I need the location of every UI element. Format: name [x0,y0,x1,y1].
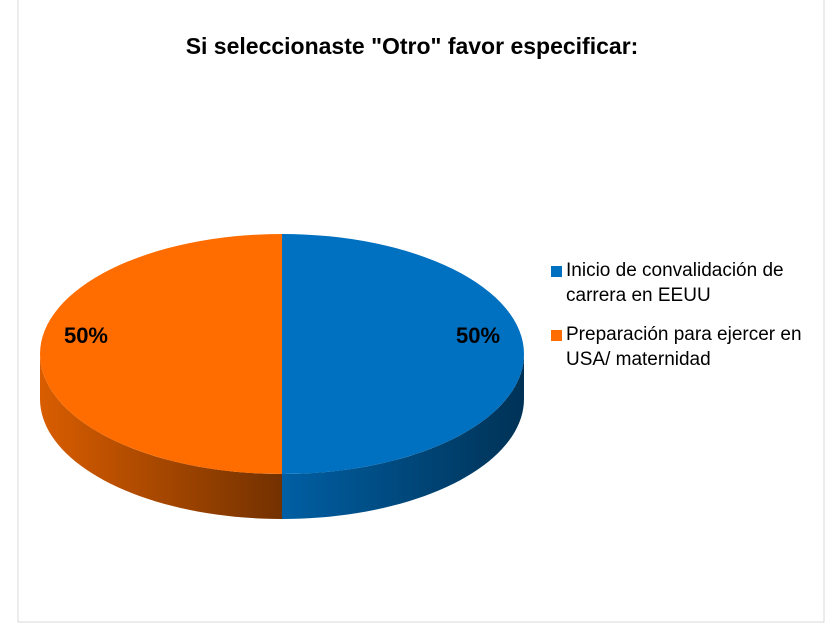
slice-side [40,354,282,519]
chart-border [17,0,825,623]
slice [40,234,282,474]
legend-label: Inicio de convalidación de carrera en EE… [566,260,784,306]
data-label: 50% [64,323,108,348]
data-label: 50% [456,323,500,348]
slice [282,234,524,474]
chart-title: Si seleccionaste "Otro" favor especifica… [186,33,639,59]
legend-swatch [551,330,562,341]
legend-label: Preparación para ejercer en USA/ materni… [566,324,802,370]
slice-side [282,354,524,519]
legend-swatch [551,266,562,277]
